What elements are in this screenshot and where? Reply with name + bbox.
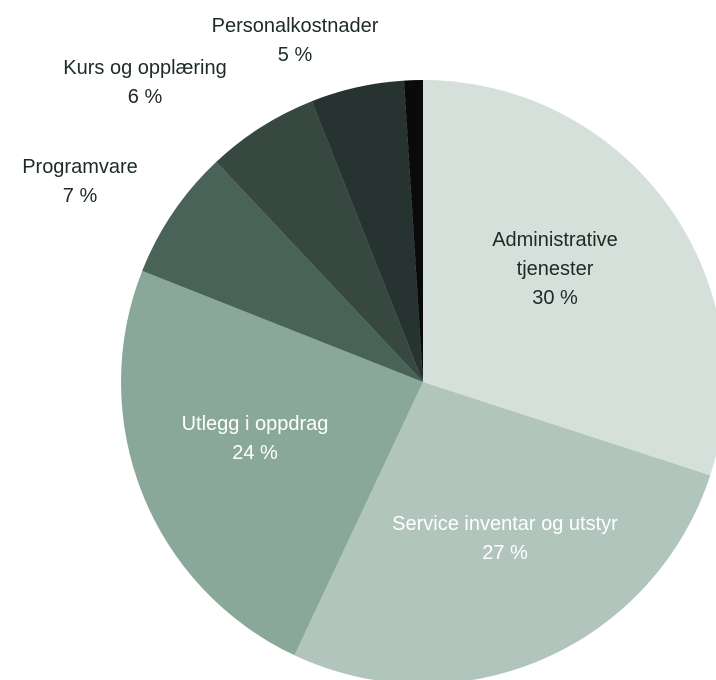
value-label: 5 % [277,44,313,66]
slice-label: Utlegg i oppdrag 24 % [135,410,375,468]
pie-slice [423,80,716,476]
value-label: 7 % [62,185,98,207]
pie-slice [404,80,423,382]
slice-label: Kurs og opplæring 6 % [25,54,265,112]
value-label: 30 % [532,287,578,309]
slice-label: Service inventar og utstyr 27 % [390,510,620,568]
slice-label: Personalkostnader 5 % [185,12,405,70]
value-label: 27 % [482,542,528,564]
pie-slice [294,382,711,680]
category-label: Kurs og opplæring [63,57,227,79]
slice-label: Administrative tjenester 30 % [460,226,650,313]
value-label: 6 % [127,86,163,108]
slice-label: Programvare 7 % [0,153,160,211]
category-label: Utlegg i oppdrag [181,413,329,435]
category-label: Programvare [22,156,138,178]
pie-slice [142,161,423,382]
category-label: Administrative tjenester [492,229,618,280]
category-label: Service inventar og utstyr [392,513,618,535]
category-label: Personalkostnader [211,15,379,37]
value-label: 24 % [232,442,278,464]
pie-slice [216,101,423,382]
pie-slice [311,80,423,383]
pie-slice [121,270,423,656]
